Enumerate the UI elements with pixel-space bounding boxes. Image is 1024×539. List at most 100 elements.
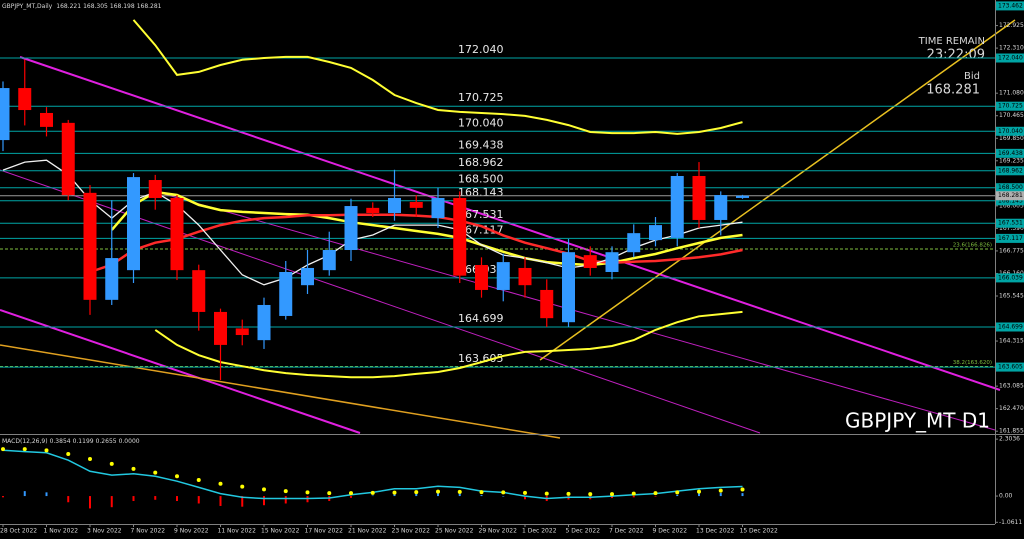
x-tick-label: 29 Nov 2022 (479, 528, 518, 535)
candle-body (235, 328, 249, 336)
histogram-bar (219, 496, 222, 506)
candle-body (170, 197, 184, 271)
y-tick-label: 166.775 (999, 247, 1024, 254)
fib-label: 38.2(163.620) (953, 360, 992, 366)
candle-body (127, 177, 140, 271)
x-tick-label: 7 Nov 2022 (131, 528, 166, 535)
level-label: 168.962 (458, 156, 504, 169)
candle-body (148, 180, 162, 198)
x-tick-label: 9 Dec 2022 (653, 528, 688, 535)
candle-body (0, 88, 10, 141)
histogram-bar (632, 496, 635, 498)
indicator-line (110, 190, 743, 267)
price-box-label: 168.962 (998, 167, 1023, 174)
price-box (996, 322, 1024, 332)
candle-body (214, 311, 227, 345)
signal-dot (479, 490, 484, 495)
price-box (996, 233, 1024, 243)
candle-body (714, 195, 728, 220)
price-box-label: 167.531 (998, 220, 1023, 227)
signal-dot (240, 484, 245, 489)
candle-body (605, 252, 619, 272)
y-tick-label: 162.470 (999, 405, 1024, 412)
candle-body (736, 195, 749, 198)
signal-dot (44, 448, 49, 453)
symbol: GBPJPY_MT,Daily (2, 3, 53, 10)
signal-dot (653, 491, 658, 496)
candle-body (431, 197, 445, 219)
watermark: GBPJPY_MT D1 (845, 409, 990, 433)
y-tick-label: 161.855 (999, 428, 1024, 435)
histogram-bar (698, 493, 700, 497)
signal-dot (697, 489, 701, 494)
x-tick-label: 1 Dec 2022 (522, 528, 557, 535)
candle-body (562, 252, 575, 323)
histogram-bar (502, 496, 505, 497)
signal-dot (66, 452, 71, 457)
histogram-bar (2, 496, 4, 498)
candle-body (583, 255, 597, 268)
signal-dot (262, 487, 266, 492)
candle-body (649, 225, 662, 241)
histogram-bar (284, 496, 287, 504)
signal-dot (109, 461, 114, 466)
price-box-label: 168.500 (998, 184, 1023, 191)
candle-body (192, 270, 206, 312)
header-low: 168.198 (110, 3, 135, 10)
signal-dot (523, 490, 527, 495)
price-box (996, 126, 1024, 136)
x-tick-label: 21 Nov 2022 (348, 528, 387, 535)
histogram-bar (741, 493, 744, 497)
histogram-bar (154, 496, 157, 500)
x-tick-label: 11 Nov 2022 (218, 528, 257, 535)
signal-dot (566, 491, 571, 496)
price-box (996, 191, 1024, 201)
y-tick-label: 172.310 (999, 45, 1024, 52)
signal-dot (196, 478, 201, 482)
time-remain-label: TIME REMAIN (918, 36, 985, 47)
histogram-bar (197, 496, 200, 504)
signal-dot (283, 489, 288, 494)
fib-label: 23.6(166.826) (953, 243, 992, 249)
y-tick-label: 163.085 (999, 383, 1024, 390)
histogram-bar (263, 496, 265, 506)
candle-body (279, 271, 293, 316)
price-box (996, 148, 1024, 158)
bid-value: 168.281 (926, 83, 980, 98)
price-box (996, 101, 1024, 111)
histogram-bar (67, 496, 70, 503)
x-tick-label: 5 Dec 2022 (566, 528, 601, 535)
signal-dot (88, 456, 92, 461)
signal-dot (370, 490, 375, 495)
signal-dot (544, 491, 549, 496)
price-box-label: 167.117 (998, 235, 1023, 242)
price-box (996, 218, 1024, 228)
candle-body (627, 233, 641, 253)
candle-body (540, 289, 554, 319)
macd-y-tick-label: -1.0611 (999, 519, 1022, 526)
x-tick-label: 25 Nov 2022 (435, 528, 474, 535)
signal-dot (501, 490, 506, 495)
hist-value: 0.1199 (73, 438, 94, 445)
level-label: 164.699 (458, 312, 504, 325)
histogram-bar (241, 496, 244, 507)
level-label: 172.040 (458, 43, 504, 56)
price-box (996, 53, 1024, 63)
signal-dot (22, 447, 27, 452)
candle-body (409, 202, 423, 208)
signal-dot (327, 491, 332, 496)
histogram-bar (45, 492, 48, 497)
signal-dot (1, 447, 5, 452)
y-tick-label: 169.850 (999, 135, 1024, 142)
candle-body (692, 175, 706, 220)
price-box-label: 168.143 (998, 197, 1023, 204)
signal-dot (153, 470, 158, 475)
histogram-bar (89, 496, 91, 509)
y-tick-label: 165.545 (999, 292, 1024, 299)
level-label: 167.531 (458, 208, 504, 221)
histogram-bar (676, 494, 679, 497)
signal-dot (414, 490, 419, 495)
signal-dot (392, 490, 397, 495)
signal-dot (631, 491, 636, 496)
